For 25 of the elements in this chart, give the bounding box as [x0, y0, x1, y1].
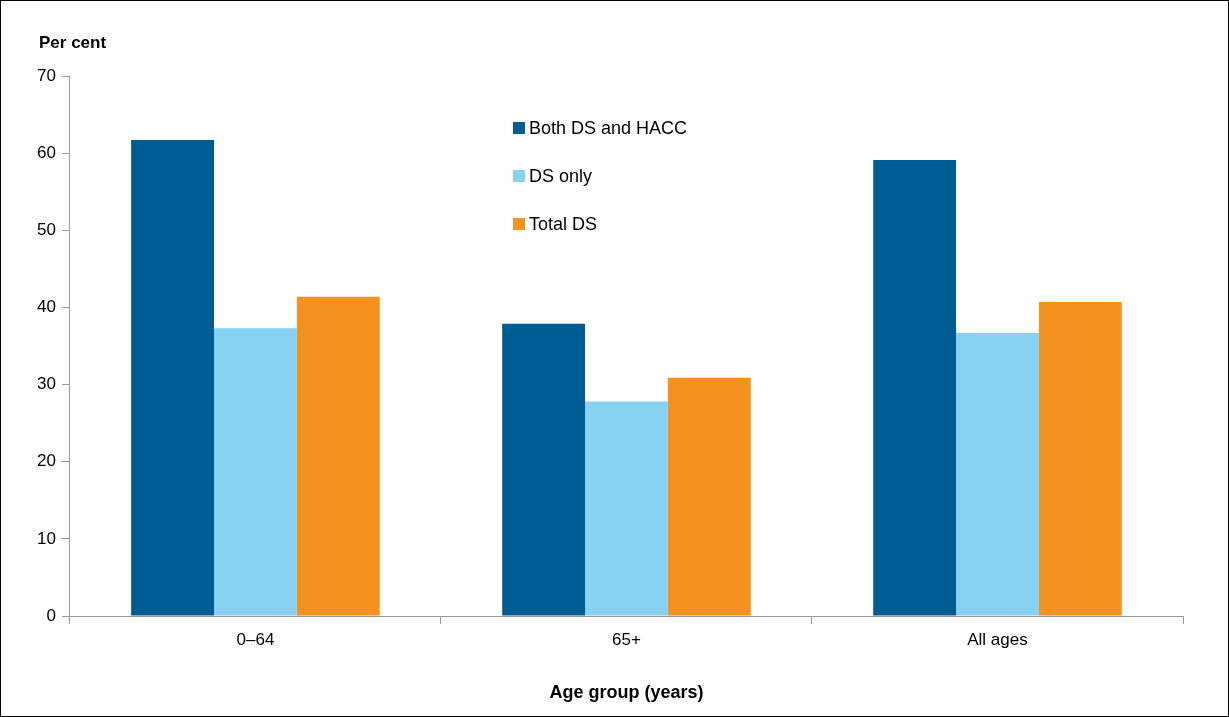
bar: [585, 401, 668, 616]
y-tick-label: 50: [36, 219, 56, 239]
y-axis-title: Per cent: [39, 33, 107, 53]
bar: [1038, 302, 1122, 616]
x-tick-label: 0–64: [236, 629, 275, 649]
bar: [296, 296, 380, 616]
bar: [502, 323, 586, 616]
y-tick-label: 70: [36, 65, 56, 85]
x-tick-label: 65+: [612, 629, 641, 649]
x-axis-title: Age group (years): [549, 682, 704, 703]
legend-label: Both DS and HACC: [529, 117, 688, 139]
bar: [956, 332, 1039, 616]
y-tick-label: 10: [36, 528, 56, 548]
y-tick-label: 30: [36, 374, 56, 394]
bar: [131, 140, 214, 616]
y-tick-label: 20: [36, 451, 56, 471]
y-tick-label: 60: [36, 142, 56, 162]
y-tick-label: 0: [46, 605, 56, 625]
y-tick-label: 40: [36, 297, 56, 317]
legend-label: DS only: [529, 165, 593, 187]
x-tick-label: All ages: [967, 629, 1028, 649]
legend-label: Total DS: [529, 213, 598, 235]
bar: [873, 160, 957, 616]
bar: [667, 377, 751, 616]
bar: [213, 328, 297, 616]
